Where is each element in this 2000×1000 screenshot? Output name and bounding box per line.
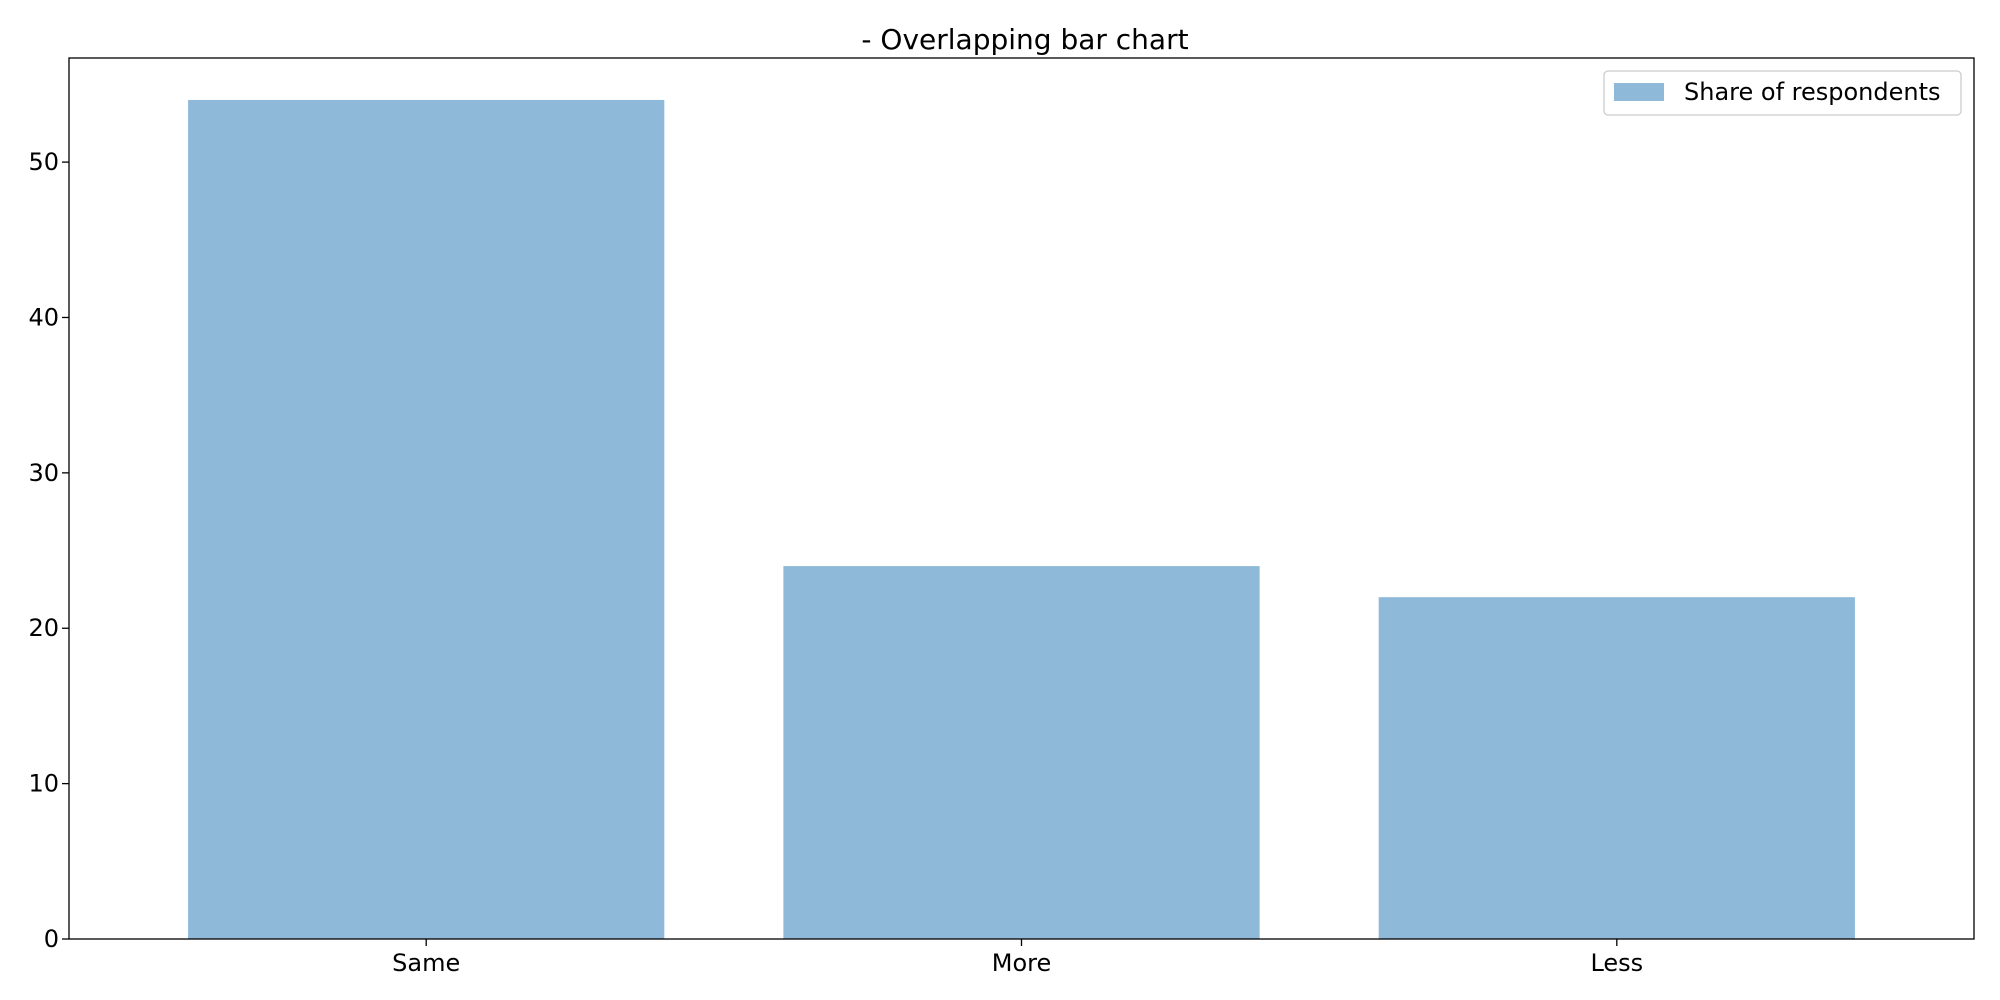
- legend-swatch: [1614, 83, 1664, 101]
- x-axis: Same More Less: [392, 939, 1643, 977]
- y-axis: 0 10 20 30 40 50: [28, 148, 69, 953]
- legend-label-share-of-respondents: Share of respondents: [1684, 78, 1941, 106]
- bar-more: [783, 566, 1260, 939]
- x-tick-label-less: Less: [1590, 949, 1643, 977]
- y-tick-label: 40: [28, 303, 59, 331]
- y-tick-label: 10: [28, 770, 59, 798]
- x-tick-label-same: Same: [392, 949, 460, 977]
- bars-layer: [188, 99, 1855, 939]
- y-tick-label: 0: [44, 925, 59, 953]
- legend-box: [1603, 70, 1962, 116]
- legend: Share of respondents: [1603, 70, 1962, 116]
- y-tick-label: 50: [28, 148, 59, 176]
- x-tick-label-more: More: [992, 949, 1052, 977]
- y-tick-label: 30: [28, 459, 59, 487]
- y-tick-label: 20: [28, 614, 59, 642]
- chart-title: - Overlapping bar chart: [861, 23, 1188, 56]
- bar-less: [1378, 597, 1855, 939]
- bar-same: [188, 99, 665, 939]
